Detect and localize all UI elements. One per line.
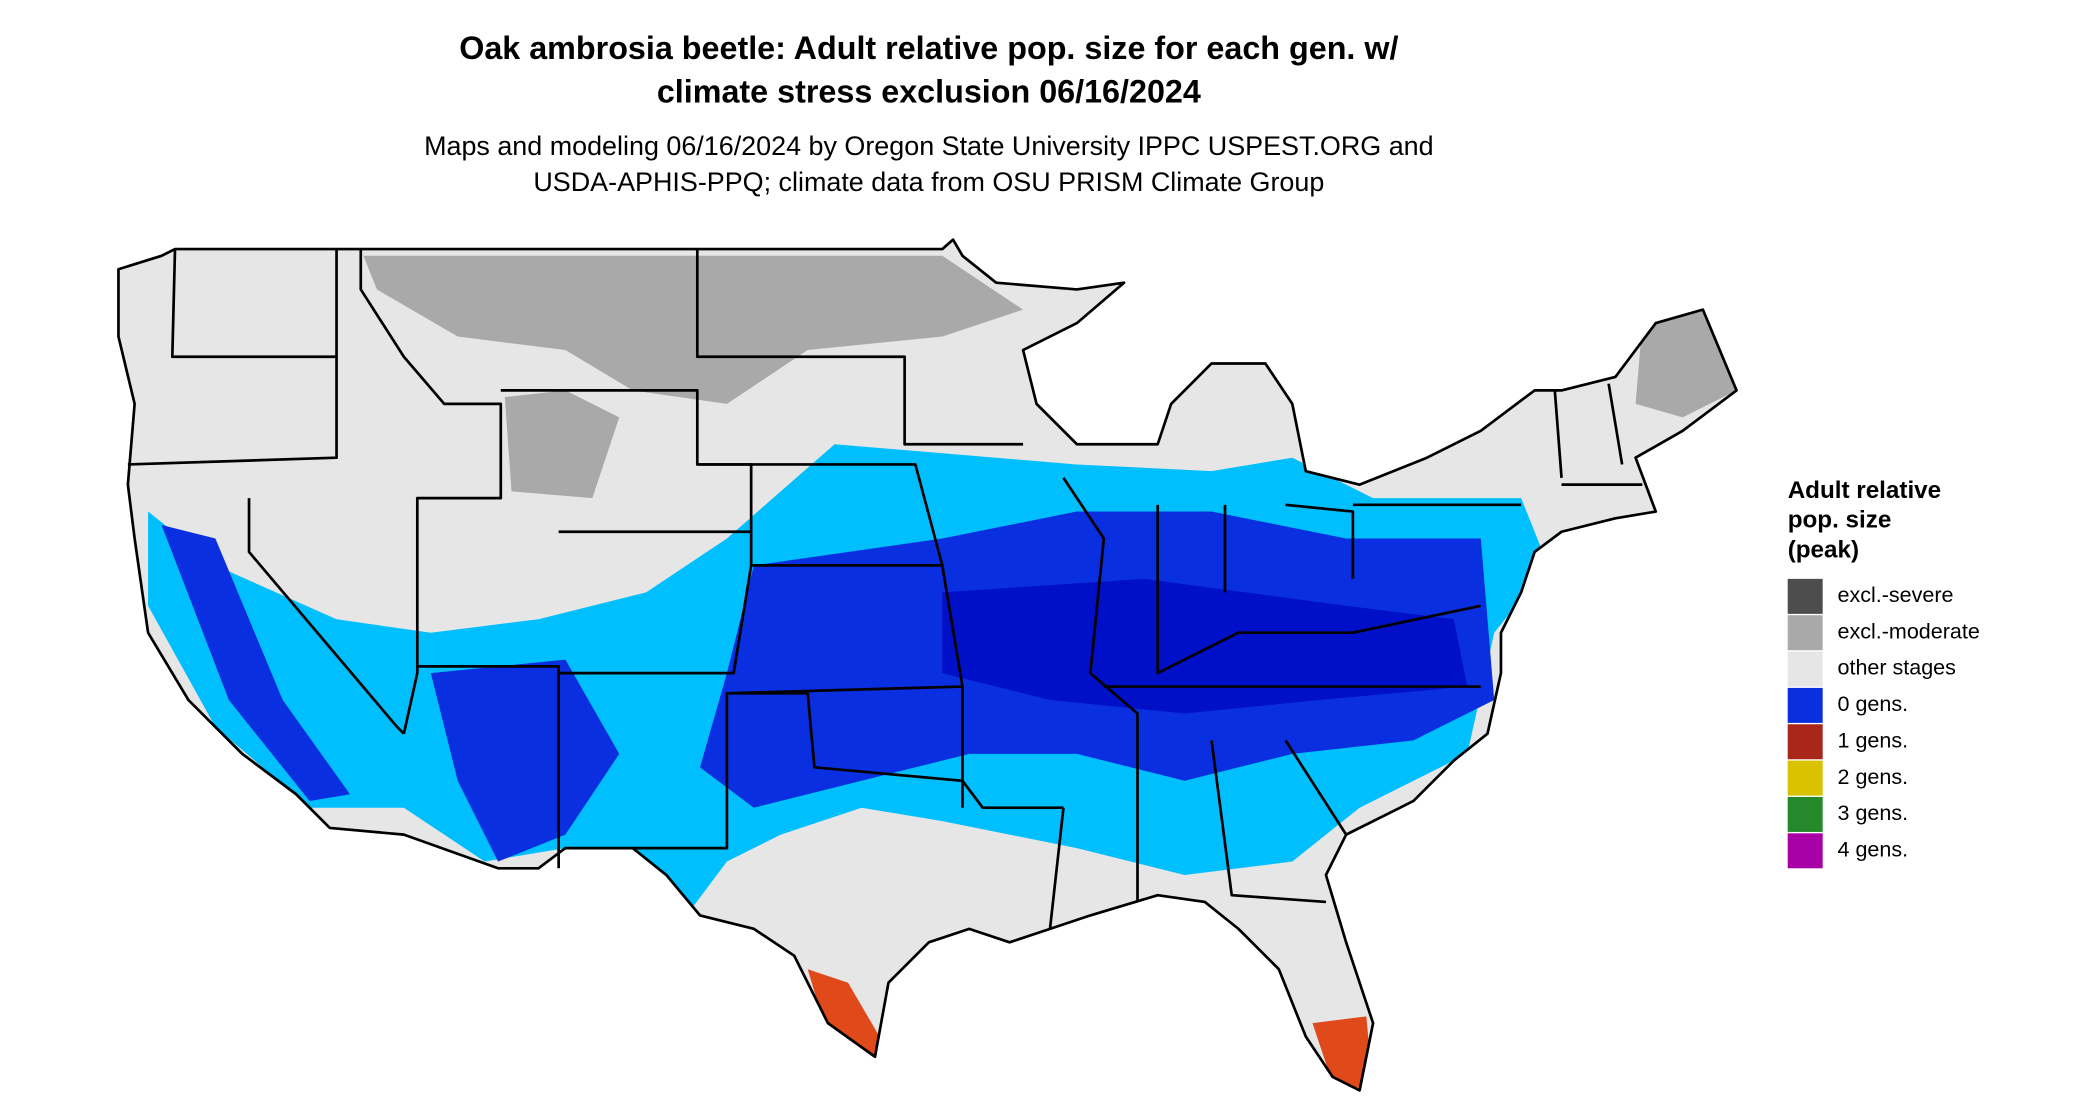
gray-region (1635, 309, 1737, 418)
gray-region (504, 390, 620, 499)
subtitle-line: USDA-APHIS-PPQ; climate data from OSU PR… (533, 167, 1324, 197)
red-region (1312, 1016, 1374, 1091)
legend-title: Adult relative (1788, 477, 1941, 504)
legend-swatch (1787, 687, 1823, 723)
legend-label: 1 gens. (1838, 728, 1909, 752)
legend-title: (peak) (1788, 536, 1859, 563)
legend: Adult relative pop. size (peak) excl.-se… (1787, 477, 1980, 869)
legend-label: 0 gens. (1838, 692, 1909, 716)
blue-region (161, 525, 350, 801)
legend-swatch (1787, 796, 1823, 832)
red-region (807, 969, 896, 1064)
legend-title: pop. size (1788, 507, 1892, 534)
legend-label: 3 gens. (1838, 801, 1909, 825)
dark-blue-region (942, 578, 1468, 714)
legend-swatch (1787, 760, 1823, 796)
legend-label: excl.-severe (1838, 583, 1954, 607)
legend-swatch (1787, 578, 1823, 614)
title-line: Oak ambrosia beetle: Adult relative pop.… (459, 30, 1398, 66)
subtitle-line: Maps and modeling 06/16/2024 by Oregon S… (424, 131, 1434, 161)
legend-label: 4 gens. (1838, 837, 1909, 861)
title-line: climate stress exclusion 06/16/2024 (657, 73, 1201, 109)
legend-label: other stages (1838, 656, 1956, 680)
state-lines (127, 249, 1643, 930)
legend-swatch (1787, 651, 1823, 687)
blue-region (430, 659, 620, 862)
legend-swatch (1787, 833, 1823, 869)
legend-label: excl.-moderate (1838, 619, 1980, 643)
map-fill (118, 239, 1737, 1091)
legend-label: 2 gens. (1838, 765, 1909, 789)
gray-region (363, 255, 1024, 404)
legend-swatch (1787, 615, 1823, 651)
legend-swatch (1787, 724, 1823, 760)
